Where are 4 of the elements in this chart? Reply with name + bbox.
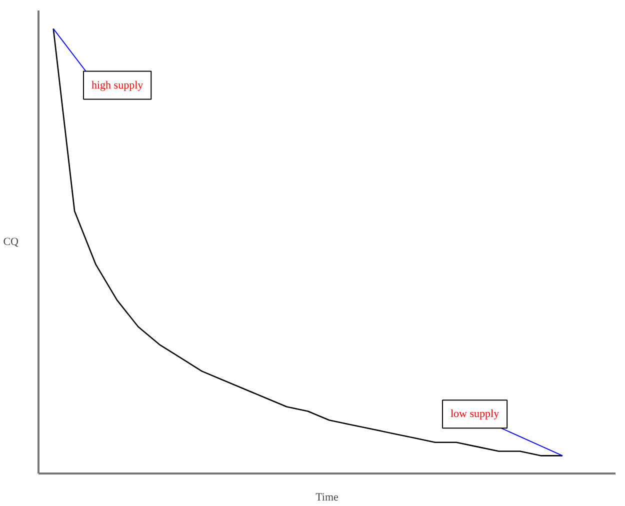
y-axis-title: CQ <box>3 236 19 248</box>
x-axis-title: Time <box>316 492 339 504</box>
annotation: low supply <box>450 408 500 420</box>
annotation: high supply <box>92 79 144 92</box>
